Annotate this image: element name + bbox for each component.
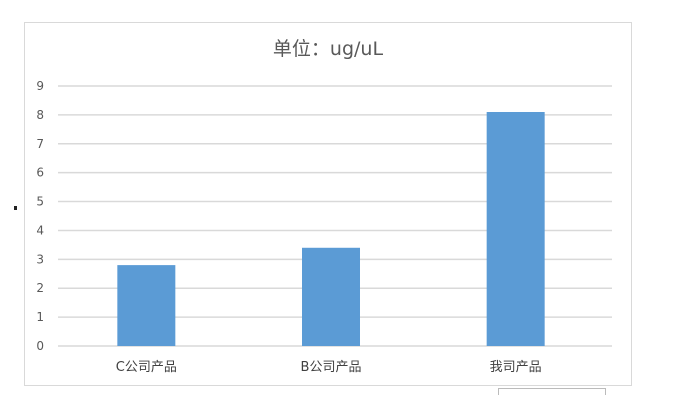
y-tick-label: 1 bbox=[36, 310, 44, 324]
x-category-label: B公司产品 bbox=[301, 360, 362, 375]
y-tick-label: 9 bbox=[36, 79, 44, 93]
y-tick-label: 6 bbox=[36, 166, 44, 180]
bar bbox=[486, 112, 545, 346]
y-tick-label: 8 bbox=[36, 108, 44, 122]
y-tick-label: 3 bbox=[36, 252, 44, 266]
x-category-label: 我司产品 bbox=[490, 360, 542, 375]
y-tick-label: 0 bbox=[36, 339, 44, 353]
y-tick-label: 7 bbox=[36, 137, 44, 151]
y-tick-label: 5 bbox=[36, 195, 44, 209]
stray-mark bbox=[14, 206, 17, 210]
bar bbox=[117, 265, 176, 346]
y-tick-label: 2 bbox=[36, 281, 44, 295]
y-tick-label: 4 bbox=[36, 223, 44, 237]
x-category-label: C公司产品 bbox=[116, 360, 177, 375]
bar bbox=[302, 247, 360, 346]
chart-title: 单位：ug/uL bbox=[272, 38, 384, 60]
partial-box bbox=[498, 388, 606, 395]
